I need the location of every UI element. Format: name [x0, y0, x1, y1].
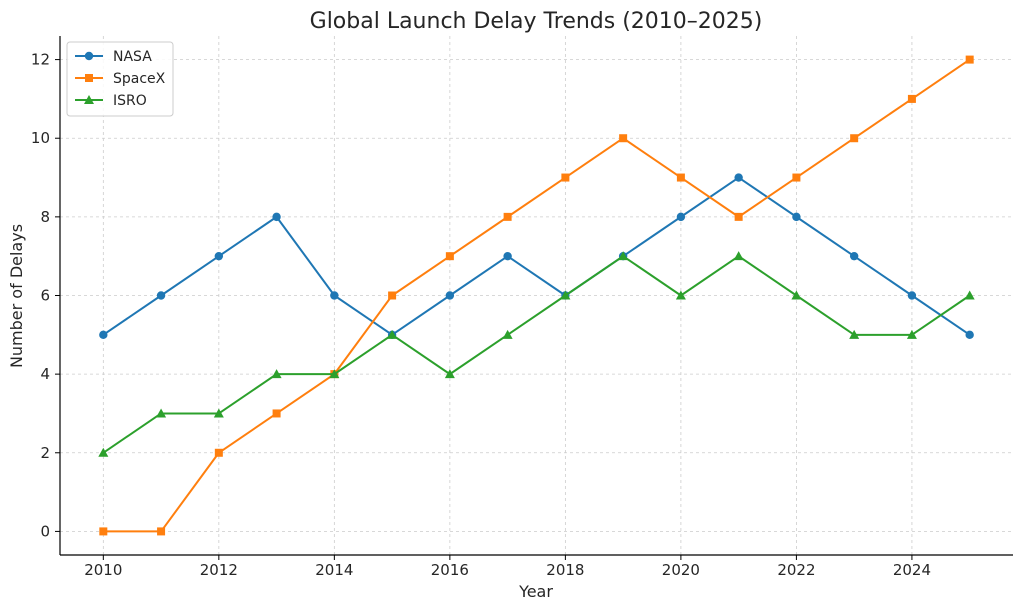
- data-point-spacex: [850, 134, 859, 143]
- series-line-nasa: [102, 176, 971, 336]
- data-point-spacex: [99, 527, 108, 536]
- data-point-nasa: [792, 212, 801, 222]
- data-point-isro: [733, 251, 744, 261]
- data-point-spacex: [388, 291, 397, 300]
- data-point-spacex: [734, 212, 743, 221]
- y-tick-label: 10: [31, 129, 50, 147]
- data-point-nasa: [676, 212, 686, 222]
- data-point-nasa: [330, 291, 339, 300]
- data-point-nasa: [445, 291, 455, 300]
- data-point-isro: [387, 329, 398, 339]
- data-point-nasa: [214, 251, 224, 261]
- data-point-spacex: [965, 55, 974, 64]
- x-tick-label: 2014: [315, 561, 353, 579]
- legend-label-nasa: NASA: [113, 49, 152, 65]
- x-tick-label: 2022: [777, 561, 815, 579]
- data-point-isro: [560, 290, 571, 300]
- y-tick-label: 0: [40, 522, 50, 540]
- ticks: 2010 2012 2014 2016 2018 2020 2022 2024 0 2 4 6 8 10 1…: [31, 51, 931, 579]
- series-line-isro: [102, 255, 971, 454]
- data-point-isro: [98, 447, 109, 457]
- chart-title: Global Launch Delay Trends (2010–2025): [310, 9, 763, 34]
- data-point-nasa: [99, 330, 108, 340]
- data-point-spacex: [907, 94, 916, 103]
- x-tick-label: 2012: [200, 561, 238, 579]
- data-point-spacex: [503, 212, 512, 221]
- legend-marker-isro: [84, 95, 94, 104]
- legend-item-spacex: SpaceX: [75, 71, 166, 87]
- y-tick-label: 6: [40, 287, 50, 305]
- data-point-isro: [329, 369, 340, 379]
- data-point-isro: [906, 329, 917, 339]
- data-point-isro: [675, 290, 686, 300]
- data-point-isro: [502, 329, 513, 339]
- data-point-spacex: [792, 173, 801, 182]
- data-point-nasa: [503, 251, 512, 261]
- y-tick-label: 2: [40, 444, 50, 462]
- legend-marker-nasa: [84, 51, 94, 61]
- y-axis-title: Number of Delays: [7, 224, 26, 368]
- x-tick-label: 2024: [893, 561, 931, 579]
- data-point-spacex: [561, 173, 570, 182]
- legend-label-spacex: SpaceX: [113, 71, 166, 87]
- legend-label-isro: ISRO: [113, 93, 147, 109]
- series-line-spacex: [103, 58, 971, 533]
- data-point-isro: [213, 408, 224, 418]
- data-point-isro: [618, 251, 629, 261]
- data-point-nasa: [907, 291, 917, 300]
- legend-item-isro: ISRO: [75, 93, 147, 109]
- data-point-spacex: [619, 134, 628, 143]
- data-point-nasa: [734, 173, 743, 182]
- data-point-isro: [444, 369, 455, 379]
- x-tick-label: 2018: [546, 561, 584, 579]
- data-point-isro: [964, 290, 975, 300]
- series-isro: [98, 251, 975, 457]
- data-point-spacex: [445, 252, 454, 261]
- legend-marker-spacex: [85, 74, 93, 82]
- data-point-spacex: [676, 173, 685, 182]
- x-tick-label: 2016: [431, 561, 469, 579]
- legend-item-nasa: NASA: [75, 49, 152, 65]
- data-point-nasa: [272, 212, 281, 222]
- data-point-isro: [849, 329, 860, 339]
- data-point-nasa: [156, 291, 166, 300]
- y-tick-label: 12: [31, 51, 50, 69]
- data-point-isro: [271, 369, 282, 379]
- data-point-spacex: [272, 409, 281, 418]
- data-point-nasa: [849, 251, 859, 261]
- data-point-nasa: [965, 330, 974, 340]
- data-point-spacex: [157, 527, 166, 536]
- legend: NASA SpaceX ISRO: [66, 41, 174, 117]
- data-point-isro: [156, 408, 167, 418]
- x-tick-label: 2020: [662, 561, 700, 579]
- data-point-spacex: [214, 448, 223, 457]
- x-tick-label: 2010: [84, 561, 122, 579]
- series-layer: [98, 55, 975, 536]
- grid: [60, 36, 1013, 555]
- y-tick-label: 4: [40, 365, 50, 383]
- x-axis-title: Year: [518, 582, 553, 601]
- legend-box: [66, 41, 174, 117]
- data-point-isro: [791, 290, 802, 300]
- y-tick-label: 8: [40, 208, 50, 226]
